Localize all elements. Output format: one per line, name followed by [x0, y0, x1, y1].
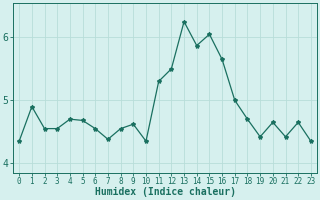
X-axis label: Humidex (Indice chaleur): Humidex (Indice chaleur) [94, 187, 236, 197]
